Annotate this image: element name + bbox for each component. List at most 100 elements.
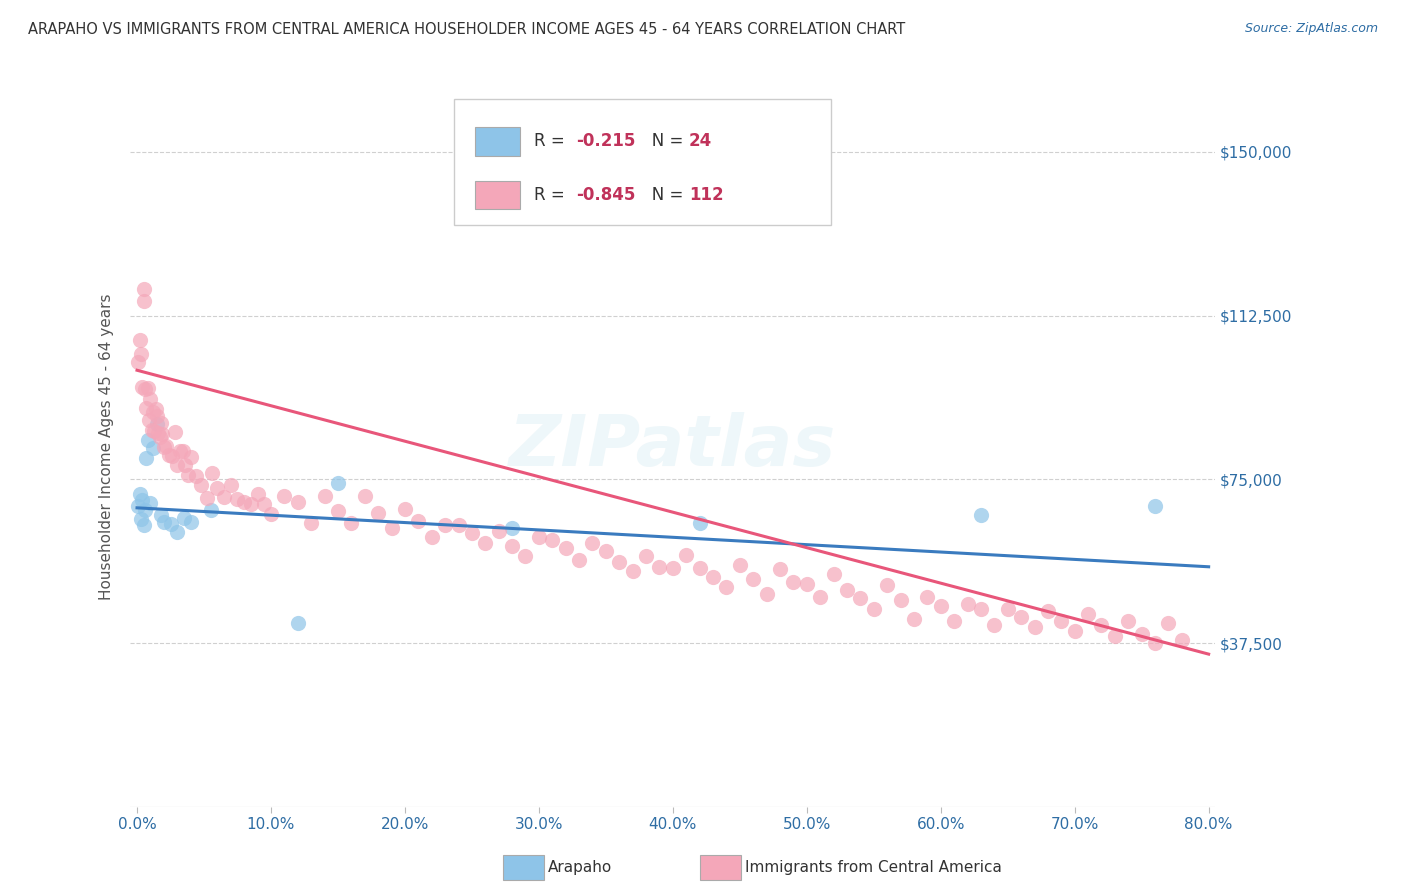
Point bbox=[273, 489, 295, 503]
Point bbox=[287, 615, 309, 630]
Text: N =: N = bbox=[636, 132, 688, 150]
Point bbox=[997, 602, 1019, 616]
Point bbox=[200, 502, 222, 516]
Point bbox=[127, 354, 149, 368]
Point bbox=[246, 487, 269, 501]
Point bbox=[159, 516, 181, 531]
Point bbox=[226, 492, 249, 507]
Point bbox=[1116, 615, 1139, 629]
Point bbox=[190, 478, 212, 492]
Text: Source: ZipAtlas.com: Source: ZipAtlas.com bbox=[1244, 22, 1378, 36]
Point bbox=[595, 544, 617, 558]
Point bbox=[970, 508, 993, 523]
Point bbox=[461, 526, 484, 541]
Point bbox=[174, 458, 197, 473]
Point bbox=[150, 417, 173, 431]
Point bbox=[742, 572, 765, 586]
Point bbox=[177, 467, 200, 482]
Text: Arapaho: Arapaho bbox=[548, 860, 613, 874]
Point bbox=[253, 497, 276, 511]
Point bbox=[956, 597, 979, 611]
Point bbox=[380, 521, 402, 535]
Point bbox=[212, 490, 235, 504]
Point bbox=[166, 458, 188, 473]
Point bbox=[367, 507, 389, 521]
Point bbox=[835, 583, 858, 598]
Point bbox=[134, 503, 156, 517]
Text: Immigrants from Central America: Immigrants from Central America bbox=[745, 860, 1002, 874]
Point bbox=[131, 493, 153, 508]
Point bbox=[420, 530, 443, 544]
Point bbox=[169, 443, 191, 458]
Point bbox=[207, 482, 229, 496]
Point bbox=[219, 478, 242, 492]
Point bbox=[146, 417, 169, 431]
Point bbox=[808, 590, 831, 604]
Point bbox=[239, 497, 262, 511]
Point bbox=[929, 599, 952, 613]
Point bbox=[1063, 624, 1085, 638]
Point bbox=[299, 516, 322, 530]
Point bbox=[634, 549, 657, 563]
Text: N =: N = bbox=[636, 186, 688, 204]
Point bbox=[501, 521, 523, 535]
Point bbox=[554, 541, 576, 556]
Point bbox=[515, 549, 537, 563]
Text: 112: 112 bbox=[689, 186, 724, 204]
Point bbox=[474, 536, 496, 550]
Point bbox=[128, 486, 150, 500]
Point bbox=[184, 468, 207, 483]
Point bbox=[970, 601, 993, 615]
Point bbox=[150, 508, 173, 522]
Point bbox=[862, 602, 884, 616]
Point bbox=[1010, 610, 1032, 624]
Point bbox=[149, 430, 172, 444]
Point bbox=[689, 516, 711, 530]
Point bbox=[180, 450, 202, 464]
Point bbox=[541, 533, 564, 548]
Point bbox=[314, 489, 336, 503]
Point bbox=[326, 475, 349, 490]
Text: 24: 24 bbox=[689, 132, 713, 150]
Point bbox=[148, 425, 170, 440]
Point bbox=[607, 556, 630, 570]
Point bbox=[903, 612, 925, 626]
Point bbox=[201, 467, 224, 481]
Point bbox=[145, 401, 167, 416]
Point bbox=[136, 381, 159, 395]
Point bbox=[1130, 626, 1153, 640]
Text: -0.845: -0.845 bbox=[576, 186, 636, 204]
Point bbox=[153, 440, 176, 454]
Point bbox=[139, 496, 162, 510]
Point bbox=[488, 524, 510, 538]
Text: ARAPAHO VS IMMIGRANTS FROM CENTRAL AMERICA HOUSEHOLDER INCOME AGES 45 - 64 YEARS: ARAPAHO VS IMMIGRANTS FROM CENTRAL AMERI… bbox=[28, 22, 905, 37]
Point bbox=[163, 425, 186, 440]
Point bbox=[173, 510, 195, 524]
Point bbox=[823, 566, 845, 581]
Point bbox=[755, 587, 778, 601]
Point bbox=[155, 439, 177, 453]
Point bbox=[1104, 629, 1126, 643]
Point bbox=[136, 433, 159, 447]
Point bbox=[1144, 636, 1167, 650]
Point bbox=[782, 574, 804, 589]
Point bbox=[716, 580, 738, 594]
Point bbox=[141, 423, 163, 437]
Point bbox=[434, 518, 457, 533]
Point bbox=[728, 558, 751, 573]
Point bbox=[1077, 607, 1099, 621]
Point bbox=[260, 507, 283, 521]
Point bbox=[621, 565, 644, 579]
Point bbox=[135, 450, 157, 465]
Point bbox=[134, 382, 156, 396]
Point bbox=[943, 614, 966, 628]
Point bbox=[143, 424, 166, 438]
Point bbox=[153, 515, 176, 529]
Point bbox=[876, 578, 898, 592]
Point bbox=[129, 511, 152, 525]
Point bbox=[917, 590, 939, 604]
Point bbox=[353, 489, 375, 503]
Point bbox=[983, 618, 1005, 632]
Point bbox=[581, 536, 603, 550]
Point bbox=[1090, 617, 1112, 632]
